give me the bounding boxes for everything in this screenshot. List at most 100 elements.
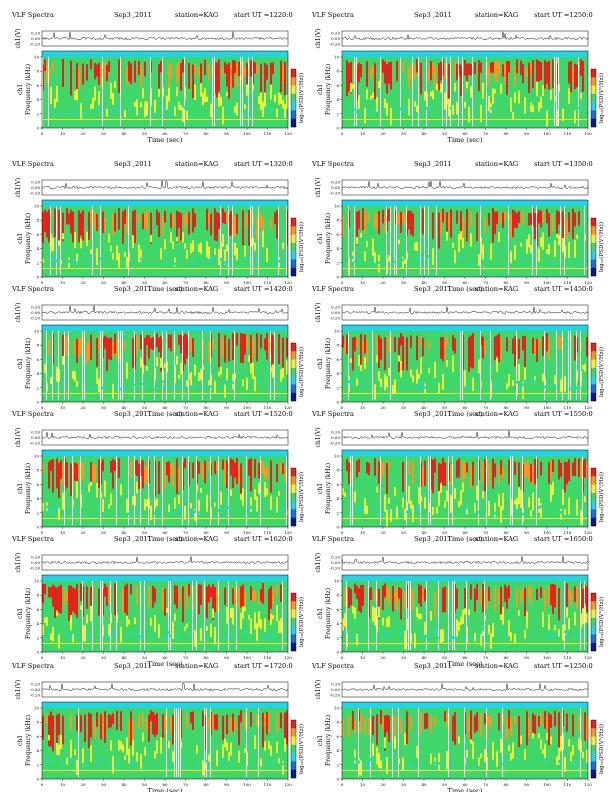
spectrogram-cell-orange bbox=[46, 713, 48, 725]
spectrogram-cell-red bbox=[190, 711, 192, 724]
panel-start-time: start UT =1720:0 bbox=[234, 662, 293, 670]
spectrogram-cell-red bbox=[58, 462, 60, 499]
spectrogram-cell-cyan bbox=[268, 636, 270, 640]
spectrogram-cell-cyan bbox=[348, 380, 350, 384]
spectrogram-gap bbox=[236, 581, 237, 650]
spectrogram-cell-red bbox=[574, 335, 576, 361]
spectrogram-cell-orange bbox=[276, 712, 278, 733]
spectrogram-cell-yellow bbox=[72, 370, 74, 379]
spectrogram-line-low bbox=[342, 393, 588, 394]
spectrogram-cell-red bbox=[240, 333, 242, 363]
spectrogram-cell-red bbox=[50, 711, 52, 747]
colorbar: log₁₀(PSD(V²/Hz)) bbox=[290, 342, 305, 402]
frequency-tick-label: 0 bbox=[336, 777, 339, 782]
spectrogram-cell-red bbox=[398, 587, 400, 599]
spectrogram-cell-cyan bbox=[180, 510, 182, 514]
spectrogram-cell-cyan bbox=[244, 631, 246, 635]
spectrogram-cell-red bbox=[426, 712, 428, 729]
spectrogram-cell-red bbox=[492, 61, 494, 73]
spectrogram-cell-cyan bbox=[94, 386, 96, 390]
spectrogram-cell-orange bbox=[364, 718, 366, 734]
spectrogram-cell-yellow bbox=[558, 748, 560, 765]
spectrogram-cell-orange bbox=[132, 719, 134, 739]
time-tick-label: 100 bbox=[243, 405, 251, 410]
spectrogram-cell-yellow bbox=[402, 757, 404, 771]
spectrogram-gap bbox=[368, 581, 369, 650]
spectrogram-cell-red bbox=[242, 584, 244, 615]
spectrogram-cell-cyan bbox=[558, 759, 560, 763]
spectrogram-gap bbox=[228, 581, 229, 650]
spectrogram-cell-red bbox=[480, 62, 482, 73]
spectrogram-cell-red bbox=[362, 584, 364, 606]
spectrogram-cell-yellow bbox=[574, 110, 576, 124]
spectrogram-cell-red bbox=[224, 62, 226, 74]
spectrogram-cell-yellow bbox=[502, 493, 504, 510]
spectrogram-line-low bbox=[342, 643, 588, 644]
spectrogram-cell-yellow bbox=[478, 254, 480, 266]
spectrogram-cell-orange bbox=[266, 466, 268, 479]
spectrogram-cell-yellow bbox=[482, 82, 484, 99]
spectrogram-cell-yellow bbox=[172, 751, 174, 762]
spectrogram-cell-yellow bbox=[270, 495, 272, 510]
spectrogram-cell-red bbox=[122, 211, 124, 244]
spectrogram-cell-yellow bbox=[124, 252, 126, 257]
spectrogram-cell-red bbox=[170, 334, 172, 352]
time-tick-label: 40 bbox=[121, 530, 127, 535]
spectrogram-cell-red bbox=[222, 459, 224, 470]
spectrogram-cell-yellow bbox=[114, 81, 116, 89]
spectrogram-cell-orange bbox=[568, 589, 570, 598]
spectrogram-cell-red bbox=[276, 209, 278, 239]
frequency-axis-label: Frequency (kHz) bbox=[25, 588, 32, 639]
spectrogram-cell-red bbox=[514, 336, 516, 367]
waveform-tick-label: 0.20 bbox=[331, 305, 340, 310]
spectrogram-cell-red bbox=[568, 62, 570, 84]
spectrogram-cell-cyan bbox=[100, 257, 102, 261]
spectrogram-cell-orange bbox=[124, 342, 126, 351]
spectrogram-cell-red bbox=[364, 334, 366, 354]
time-axis-label: Time (sec) bbox=[148, 410, 183, 418]
spectrogram-cell-yellow bbox=[284, 103, 286, 119]
spectrogram-cell-yellow bbox=[512, 742, 514, 759]
spectrogram-cell-yellow bbox=[50, 633, 52, 641]
spectrogram-cell-red bbox=[374, 63, 376, 100]
spectrogram-cell-yellow bbox=[576, 499, 578, 516]
spectrogram-cell-cyan bbox=[456, 255, 458, 259]
time-tick-label: 0 bbox=[341, 655, 344, 660]
spectrogram-cell-red bbox=[90, 713, 92, 738]
spectrogram-cell-red bbox=[476, 212, 478, 242]
spectrogram-cell-red bbox=[134, 60, 136, 83]
spectrogram-cell-orange bbox=[514, 66, 516, 87]
spectrogram-cell-orange bbox=[230, 717, 232, 736]
spectrogram-cell-red bbox=[66, 462, 68, 488]
frequency-tick-label: 2 bbox=[336, 762, 339, 767]
spectrogram-cell-yellow bbox=[414, 242, 416, 251]
colorbar-segment bbox=[591, 617, 596, 627]
panel-title: VLF Spectra bbox=[11, 410, 54, 418]
spectrogram-cell-orange bbox=[116, 340, 118, 358]
spectrogram-cell-yellow bbox=[208, 754, 210, 762]
spectrogram-cell-yellow bbox=[472, 741, 474, 759]
spectrogram-cell-yellow bbox=[576, 234, 578, 239]
spectrogram-gap bbox=[370, 708, 371, 777]
spectrogram-cell-red bbox=[558, 211, 560, 225]
time-tick-label: 50 bbox=[442, 530, 448, 535]
spectrogram-cell-yellow bbox=[46, 617, 48, 626]
spectrogram-cell-yellow bbox=[80, 103, 82, 119]
spectrogram-cell-yellow bbox=[202, 92, 204, 106]
spectrogram-cell-yellow bbox=[482, 631, 484, 636]
spectrogram-cell-yellow bbox=[82, 748, 84, 763]
spectrogram-cell-orange bbox=[172, 463, 174, 487]
frequency-tick-label: 10 bbox=[334, 454, 340, 459]
spectrogram-cell-yellow bbox=[44, 617, 46, 623]
time-tick-label: 40 bbox=[121, 405, 127, 410]
spectrogram-cell-cyan bbox=[174, 511, 176, 515]
spectrogram-gap bbox=[390, 206, 391, 275]
spectrogram-gap bbox=[462, 57, 463, 126]
spectrogram-gap bbox=[406, 581, 407, 650]
spectrogram-cell-red bbox=[406, 711, 408, 744]
spectrogram-cell-cyan bbox=[156, 630, 158, 634]
spectrogram-cell-yellow bbox=[190, 243, 192, 254]
spectrogram-cell-yellow bbox=[56, 367, 58, 382]
